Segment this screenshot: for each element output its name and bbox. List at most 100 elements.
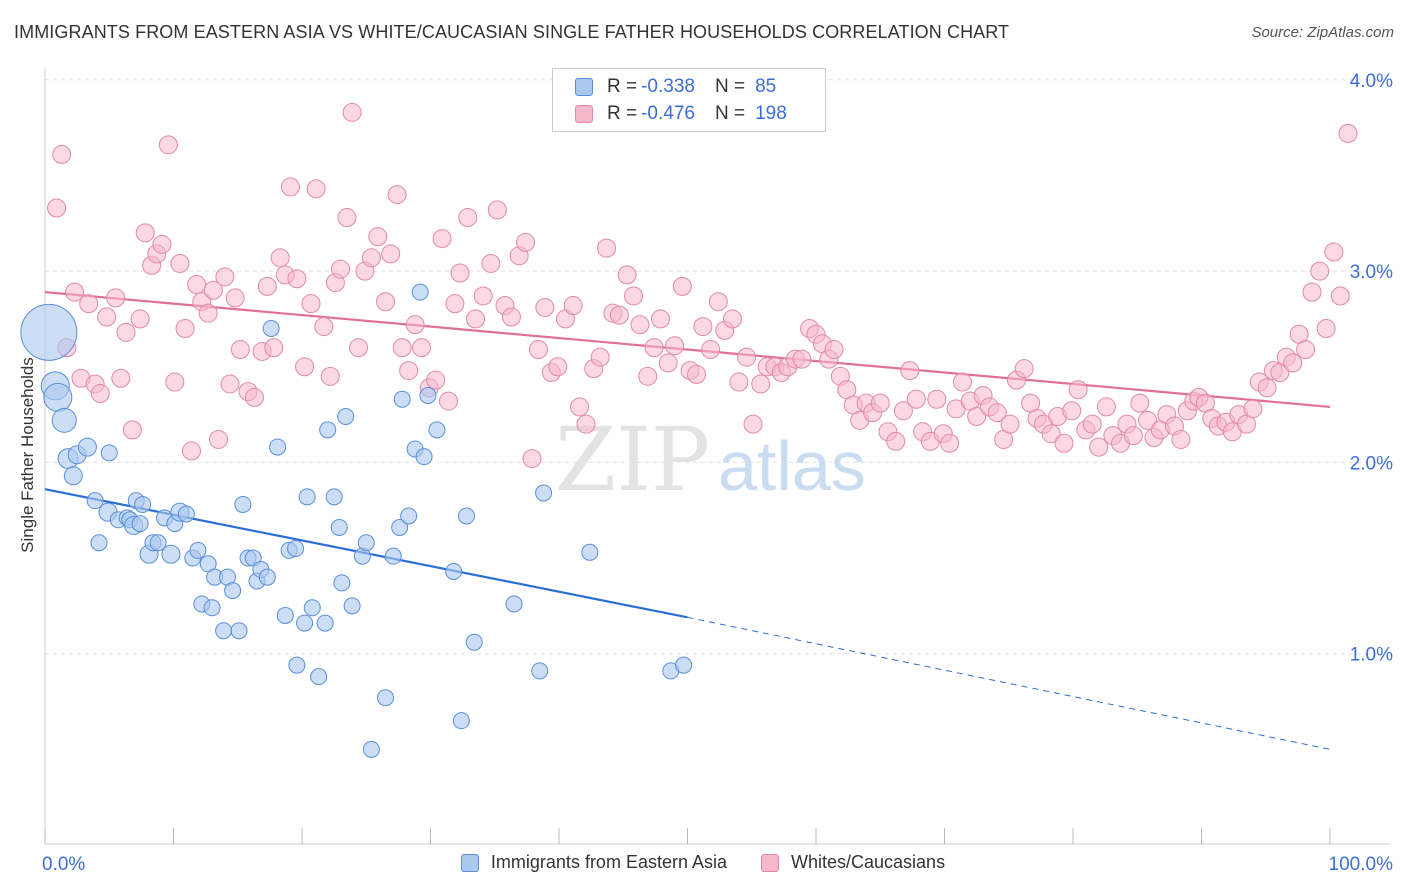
y-tick-label: 2.0% [1350,453,1393,474]
point-eastern-asia [310,668,328,686]
point-whites [342,102,362,122]
point-whites [722,309,742,329]
point-eastern-asia [276,606,294,624]
point-whites [392,338,412,358]
point-whites [306,179,326,199]
point-whites [465,309,485,329]
y-tick-label: 4.0% [1350,71,1393,92]
point-whites [638,366,658,386]
point-eastern-asia [428,421,446,439]
trend-lines [44,291,1331,750]
point-whites [1082,414,1102,434]
legend-r-value: -0.338 [641,76,695,97]
point-whites [563,296,583,316]
point-whites [368,227,388,247]
legend-n-label: N = [714,76,746,97]
legend-swatch-pink [575,105,593,123]
point-whites [1062,401,1082,421]
point-whites [665,336,685,356]
point-whites [90,384,110,404]
point-whites [792,349,812,369]
point-eastern-asia [224,582,242,600]
point-whites [1257,378,1277,398]
point-whites [729,372,749,392]
legend-item-whites[interactable]: Whites/Caucasians [761,852,945,873]
x-tick-label: 0.0% [42,854,85,875]
legend-label: Immigrants from Eastern Asia [490,852,727,872]
point-whites [708,292,728,312]
point-whites [473,286,493,306]
point-whites [548,357,568,377]
point-whites [522,449,542,469]
point-whites [1096,397,1116,417]
point-eastern-asia [415,448,433,466]
point-whites [426,370,446,390]
point-eastern-asia [230,622,248,640]
point-whites [264,338,284,358]
legend-row-blue: R = -0.338 N = 85 [575,76,776,98]
point-eastern-asia [531,662,549,680]
stats-legend: R = -0.338 N = 85 R = -0.476 N = 198 [552,68,826,132]
point-whites [361,248,381,268]
point-whites [203,280,223,300]
point-whites [967,406,987,426]
point-eastern-asia [400,507,418,525]
point-whites [181,441,201,461]
point-eastern-asia [215,622,233,640]
point-whites [1171,429,1191,449]
point-eastern-asia [298,488,316,506]
point-whites [438,391,458,411]
point-whites [405,315,425,335]
point-eastern-asia [377,689,395,707]
legend-r-label: R = [607,103,638,124]
point-whites [175,318,195,338]
point-whites [301,294,321,314]
point-eastern-asia [134,495,152,513]
point-eastern-asia [189,541,207,559]
point-eastern-asia [465,633,483,651]
point-eastern-asia [131,515,149,533]
watermark: ZIP atlas [555,408,866,511]
point-whites [1089,437,1109,457]
point-eastern-asia [287,539,305,557]
point-whites [751,374,771,394]
point-whites [165,372,185,392]
point-whites [111,368,131,388]
point-whites [130,309,150,329]
y-tick-label: 3.0% [1350,262,1393,283]
point-whites [1283,353,1303,373]
point-eastern-asia [581,543,599,561]
point-whites [399,361,419,381]
point-whites [624,286,644,306]
point-whites [1296,340,1316,360]
legend-item-eastern-asia[interactable]: Immigrants from Eastern Asia [460,852,727,873]
point-whites [122,420,142,440]
point-whites [893,401,913,421]
point-eastern-asia [63,466,83,486]
series-legend: Immigrants from Eastern Asia Whites/Cauc… [0,852,1406,873]
point-whites [1000,414,1020,434]
point-eastern-asia [391,518,409,536]
point-eastern-asia [452,712,470,730]
legend-label: Whites/Caucasians [791,852,946,872]
point-eastern-asia [288,656,306,674]
point-whites [376,292,396,312]
point-eastern-asia [393,390,411,408]
point-whites [1338,123,1358,143]
point-whites [590,347,610,367]
point-eastern-asia [419,386,437,404]
point-eastern-asia [177,505,195,523]
point-whites [737,347,757,367]
point-eastern-asia [384,547,402,565]
axes [44,68,1390,845]
point-eastern-asia [505,595,523,613]
point-whites [381,244,401,264]
point-whites [693,317,713,337]
trend-line-eastern-asia-dashed [687,616,1331,750]
point-whites [516,232,536,252]
point-whites [1068,380,1088,400]
point-eastern-asia [51,407,77,433]
point-whites [501,307,521,327]
point-whites [1123,426,1143,446]
